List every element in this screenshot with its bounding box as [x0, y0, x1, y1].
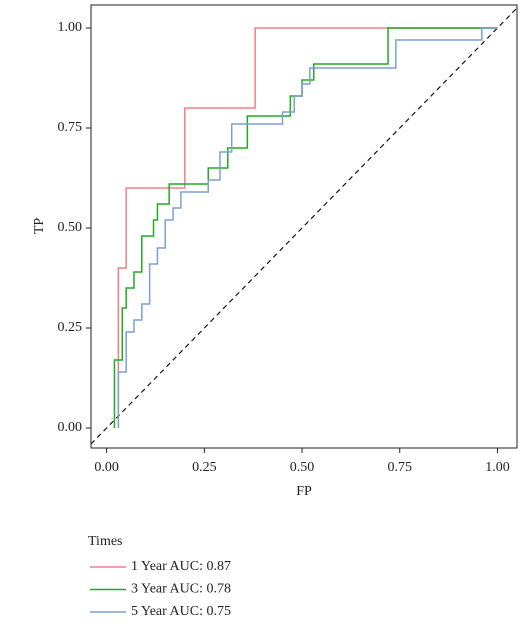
roc-curve — [113, 27, 498, 428]
legend-label: 1 Year AUC: 0.87 — [131, 559, 231, 574]
roc-curve — [117, 27, 498, 428]
legend-label: 3 Year AUC: 0.78 — [131, 582, 231, 597]
y-tick-label: 0.25 — [58, 320, 83, 335]
roc-curve — [117, 27, 498, 428]
y-tick-label: 0.75 — [58, 120, 83, 135]
x-tick-label: 1.00 — [485, 460, 510, 475]
y-tick-label: 1.00 — [58, 20, 83, 35]
x-tick-label: 0.75 — [388, 460, 413, 475]
y-tick-label: 0.00 — [58, 420, 83, 435]
x-tick-label: 0.50 — [290, 460, 315, 475]
y-axis-label: TP — [32, 218, 47, 235]
plot-border — [90, 4, 518, 449]
x-axis-label: FP — [296, 484, 312, 499]
y-tick-label: 0.50 — [58, 220, 83, 235]
legend-label: 5 Year AUC: 0.75 — [131, 604, 231, 619]
legend-title: Times — [88, 534, 123, 549]
x-tick-label: 0.00 — [94, 460, 119, 475]
diagonal-reference — [90, 7, 518, 445]
x-tick-label: 0.25 — [192, 460, 217, 475]
